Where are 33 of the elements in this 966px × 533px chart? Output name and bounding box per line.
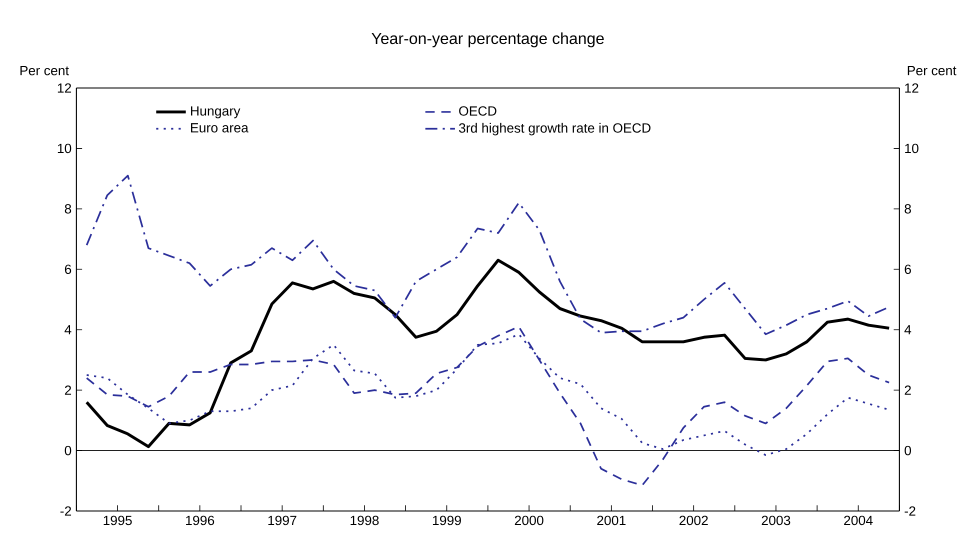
y-tick-label: 2 xyxy=(64,385,72,395)
legend-label: Euro area xyxy=(191,123,248,132)
y-tick-label: -2 xyxy=(60,506,72,516)
x-tick-label: 2004 xyxy=(844,516,873,526)
y2-tick-label: 12 xyxy=(905,83,918,93)
y-tick-label: 8 xyxy=(64,204,72,214)
x-tick-label: 2000 xyxy=(514,516,544,526)
x-tick-label: 2003 xyxy=(762,516,790,526)
y2-tick-label: 6 xyxy=(904,264,911,274)
x-tick-label: 1998 xyxy=(350,516,379,526)
y2-tick-label: -2 xyxy=(904,506,916,516)
x-tick-label: 2002 xyxy=(679,516,708,526)
y2-tick-label: 8 xyxy=(904,204,911,214)
y2-tick-label: 2 xyxy=(904,385,911,395)
y2-tick-label: 0 xyxy=(904,446,912,456)
legend-label: OECD xyxy=(459,106,496,116)
x-tick-label: 2001 xyxy=(597,516,626,526)
y-tick-label: 0 xyxy=(64,446,72,456)
y2-axis-title: Per cent xyxy=(908,66,956,76)
legend-label: Hungary xyxy=(191,106,240,118)
y2-tick-label: 4 xyxy=(904,325,912,334)
x-tick-label: 1997 xyxy=(268,516,296,526)
y-tick-label: 4 xyxy=(64,325,72,334)
y2-tick-label: 10 xyxy=(905,144,918,154)
chart-title: Year-on-year percentage change xyxy=(372,32,604,48)
x-tick-label: 1999 xyxy=(432,516,461,526)
legend-label: 3rd highest growth rate in OECD xyxy=(458,122,650,136)
y-tick-label: 10 xyxy=(58,144,72,154)
y-tick-label: 12 xyxy=(58,83,72,93)
y-tick-label: 6 xyxy=(64,264,72,274)
y-axis-title: Per cent xyxy=(20,66,69,76)
x-tick-label: 1996 xyxy=(186,516,214,526)
x-tick-label: 1995 xyxy=(104,516,132,526)
